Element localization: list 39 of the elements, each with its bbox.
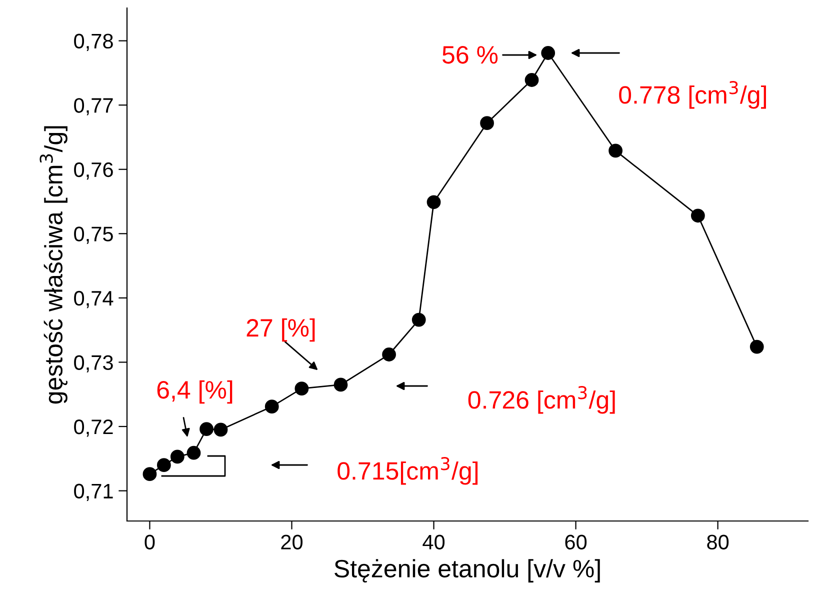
point: [382, 348, 396, 362]
y-tick-label: 0,72: [74, 420, 113, 437]
x-tick-label: 20: [281, 534, 303, 550]
point: [426, 195, 441, 210]
point: [170, 450, 184, 464]
point: [524, 73, 539, 87]
annotation: 0.778 [cm$^{3}$/g]: [619, 81, 766, 109]
point: [541, 46, 556, 60]
y-tick-label: 0,78: [74, 34, 113, 51]
y-tick-label: 0,76: [74, 162, 113, 180]
annotation: 6,4 [%]: [157, 380, 232, 404]
annotation: 27 [%]: [246, 318, 315, 342]
x-tick-label: 80: [707, 534, 729, 550]
point: [264, 400, 279, 414]
point: [214, 422, 228, 437]
point: [480, 116, 494, 130]
point: [750, 340, 764, 354]
point: [690, 208, 705, 223]
point: [334, 378, 348, 392]
y-tick-label: 0,71: [74, 484, 113, 501]
point: [200, 422, 214, 436]
annotation: 56 %: [442, 46, 498, 64]
x-tick-label: 40: [422, 534, 445, 550]
point: [142, 467, 157, 482]
y-tick-label: 0,73: [74, 355, 113, 372]
point: [156, 458, 171, 472]
point: [186, 446, 201, 460]
y-tick-label: 0,75: [74, 226, 113, 244]
y-tick-label: 0,77: [74, 98, 113, 116]
point: [294, 382, 309, 396]
x-tick-label: 0: [144, 534, 155, 550]
point: [608, 144, 623, 158]
annotation: 0.726 [cm$^{3}$/g]: [468, 386, 615, 414]
point: [412, 312, 426, 327]
y-axis-title: gęstość właściwa [cm$^{3}$/g]: [40, 126, 68, 404]
x-axis-title: Stężenie etanolu [v/v %]: [334, 559, 600, 582]
y-tick-label: 0,74: [74, 290, 114, 308]
x-tick-label: 60: [565, 534, 587, 550]
annotation: 0.715[cm$^{3}$/g]: [338, 457, 478, 485]
